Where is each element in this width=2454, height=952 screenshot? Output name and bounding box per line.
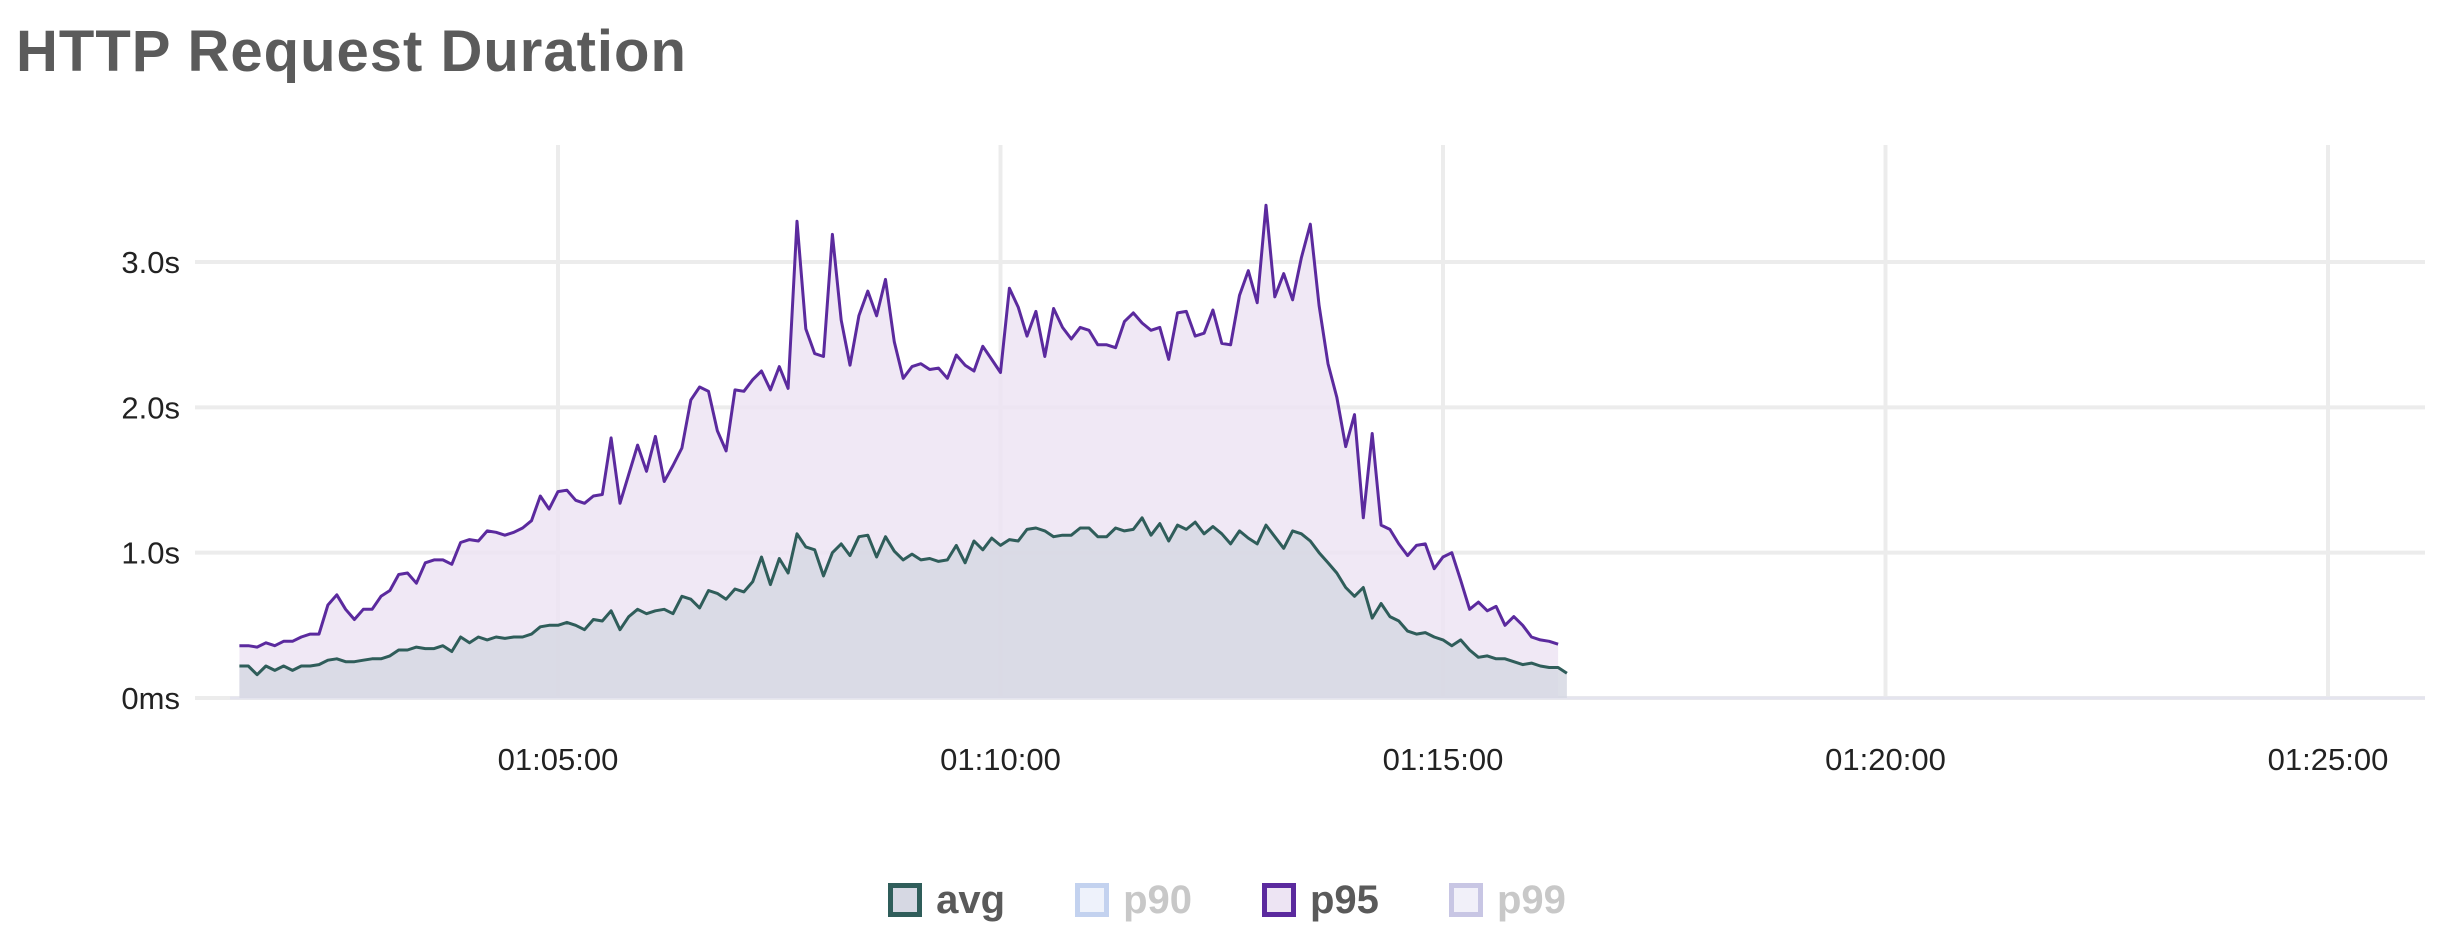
legend-swatch (1075, 883, 1110, 917)
series-line-p95 (239, 203, 1559, 649)
x-tick-label: 01:25:00 (2268, 742, 2389, 777)
chart-title: HTTP Request Duration (16, 19, 687, 84)
x-axis-ticks: 01:05:00 01:10:00 01:15:00 01:20:00 01:25:00 (498, 742, 2389, 777)
y-tick-label: 1.0s (121, 536, 180, 571)
series-line-avg (239, 516, 1568, 677)
legend-item-avg[interactable]: avg (888, 878, 1005, 923)
legend-item-p95[interactable]: p95 (1262, 878, 1379, 923)
y-tick-label: 0ms (121, 681, 180, 716)
legend-label: p99 (1496, 877, 1566, 922)
series-lines (239, 203, 1568, 677)
legend-swatch (888, 883, 923, 917)
x-tick-label: 01:20:00 (1825, 742, 1946, 777)
legend-item-p99[interactable]: p99 (1448, 877, 1566, 923)
legend-swatch (1448, 883, 1483, 917)
legend-label: p90 (1123, 877, 1192, 922)
legend: avg p90 p95 p99 (0, 872, 2454, 928)
legend-label: p95 (1310, 877, 1379, 922)
chart-svg: 0ms 1.0s 2.0s 3.0s 01:05:00 01:10:00 01:15:00… (121, 145, 2425, 777)
x-tick-label: 01:10:00 (940, 742, 1061, 777)
y-axis-ticks: 0ms 1.0s 2.0s 3.0s (121, 245, 180, 716)
y-tick-label: 2.0s (121, 390, 180, 425)
legend-item-p90[interactable]: p90 (1075, 878, 1192, 923)
series-area-avg (239, 517, 1567, 698)
legend-label: avg (936, 877, 1006, 922)
x-tick-label: 01:15:00 (1383, 742, 1504, 777)
y-tick-label: 3.0s (121, 245, 180, 280)
series-areas (239, 205, 1567, 699)
legend-swatch (1262, 883, 1296, 917)
x-tick-label: 01:05:00 (498, 742, 619, 777)
